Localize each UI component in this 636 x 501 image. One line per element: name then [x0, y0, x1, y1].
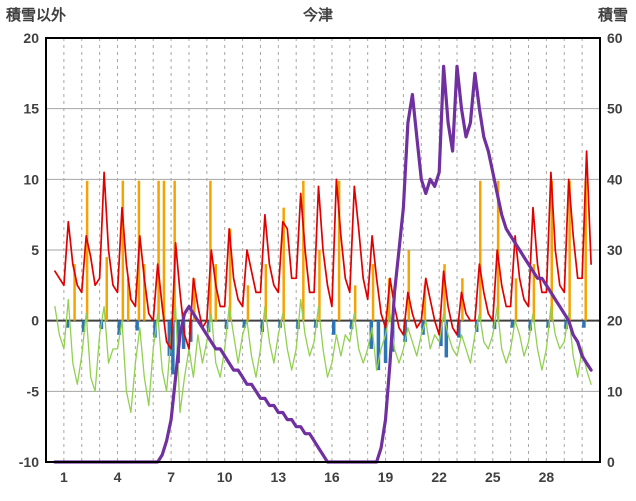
- x-tick-label: 10: [217, 469, 233, 485]
- y-right-tick-label: 30: [607, 242, 623, 258]
- x-tick-label: 7: [167, 469, 175, 485]
- y-right-tick-label: 50: [607, 101, 623, 117]
- y-right-tick-label: 10: [607, 383, 623, 399]
- x-tick-label: 13: [271, 469, 287, 485]
- y-right-tick-label: 20: [607, 313, 623, 329]
- x-tick-label: 16: [324, 469, 340, 485]
- y-left-tick-label: 0: [31, 313, 39, 329]
- x-tick-label: 1: [60, 469, 68, 485]
- x-tick-label: 28: [539, 469, 555, 485]
- x-tick-label: 19: [378, 469, 394, 485]
- y-right-tick-label: 0: [607, 454, 615, 470]
- y-left-tick-label: -5: [27, 383, 40, 399]
- red-line: [54, 150, 592, 350]
- green-line: [54, 298, 592, 414]
- y-left-tick-label: -10: [19, 454, 39, 470]
- x-tick-label: 4: [114, 469, 122, 485]
- y-left-tick-label: 15: [23, 101, 39, 117]
- plot-border: [45, 37, 601, 463]
- x-tick-label: 25: [485, 469, 501, 485]
- x-tick-label: 22: [431, 469, 447, 485]
- left-axis-title: 積雪以外: [6, 7, 67, 24]
- y-left-tick-label: 20: [23, 30, 39, 46]
- y-right-tick-label: 60: [607, 30, 623, 46]
- y-left-tick-label: 10: [23, 171, 39, 187]
- y-right-tick-label: 40: [607, 171, 623, 187]
- right-axis-title: 積雪: [597, 7, 628, 24]
- y-left-tick-label: 5: [31, 242, 39, 258]
